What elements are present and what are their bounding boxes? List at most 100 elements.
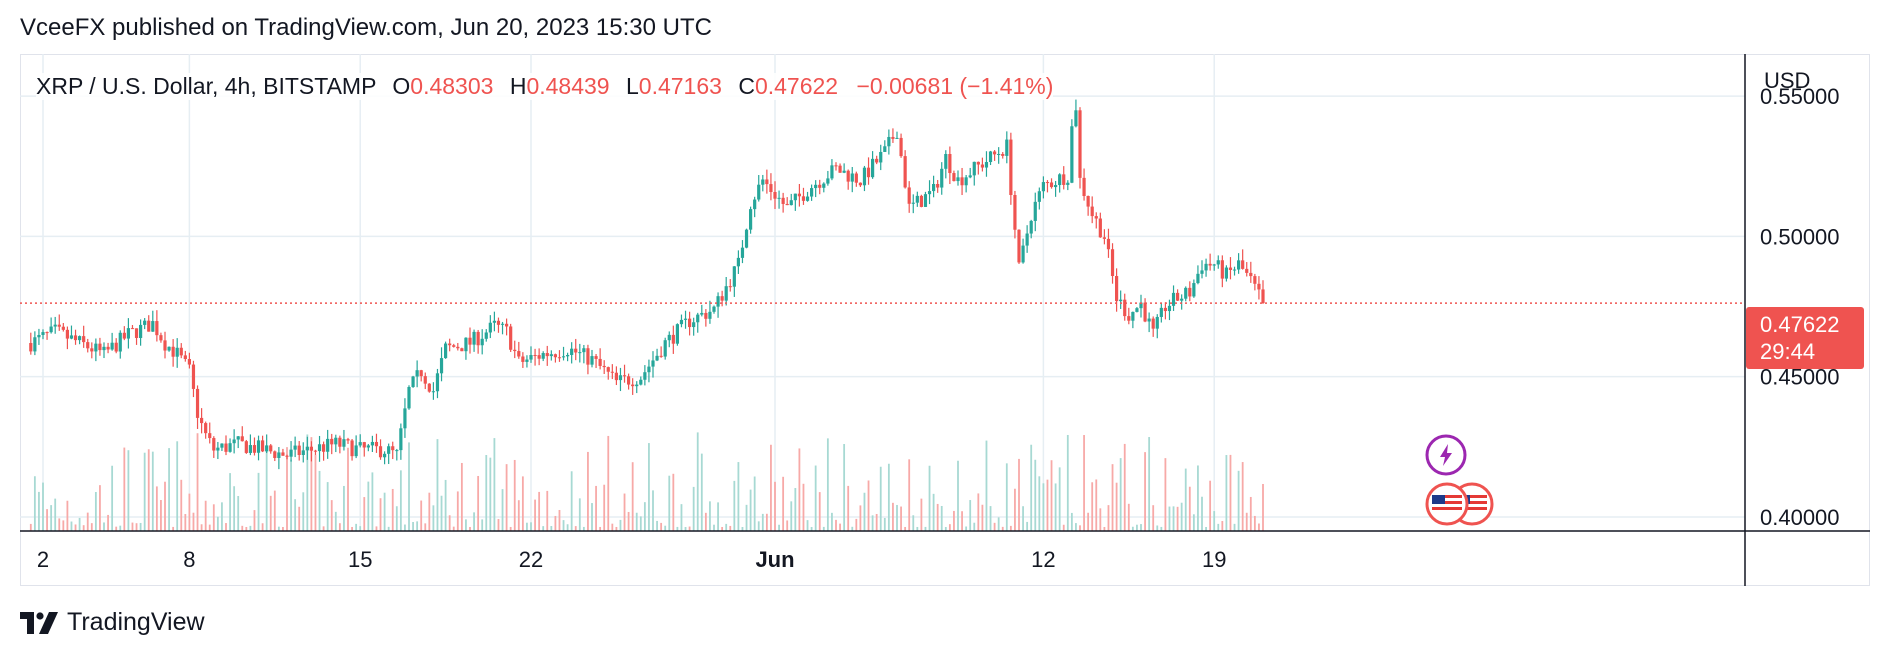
- candle-body: [444, 343, 448, 359]
- candle-body: [309, 446, 313, 451]
- volume-bar: [363, 497, 366, 531]
- volume-bar: [265, 446, 268, 531]
- candle-body: [480, 338, 484, 346]
- volume-bar: [432, 505, 435, 531]
- volume-bar: [107, 514, 109, 531]
- candle-body: [301, 450, 305, 455]
- volume-bar: [932, 493, 935, 531]
- volume-bar: [465, 519, 467, 531]
- candle-body: [1151, 318, 1155, 329]
- volume-bar: [676, 526, 679, 531]
- candle-body: [533, 355, 537, 357]
- candle-body: [944, 154, 948, 169]
- candle-body: [810, 188, 814, 197]
- candle-body: [326, 438, 330, 452]
- candle-body: [793, 193, 797, 201]
- symbol-title[interactable]: XRP / U.S. Dollar, 4h, BITSTAMP: [36, 73, 377, 99]
- volume-bar: [1152, 505, 1155, 531]
- candle-body: [688, 318, 692, 328]
- candle-body: [598, 358, 602, 366]
- high-value: 0.48439: [526, 73, 610, 99]
- candle-body: [883, 146, 887, 152]
- volume-bar: [1172, 506, 1175, 531]
- candle-body: [313, 450, 318, 452]
- candle-body: [1058, 174, 1062, 186]
- volume-bar: [1103, 526, 1106, 531]
- volume-bar: [749, 489, 752, 531]
- volume-bar: [347, 447, 349, 531]
- candle-body: [167, 346, 171, 351]
- volume-bar: [58, 518, 61, 531]
- candle-body: [1074, 110, 1078, 127]
- change-value: −0.00681 (−1.41%): [856, 73, 1054, 99]
- price-tick-label: 0.40000: [1760, 505, 1840, 530]
- time-axis[interactable]: 2 8 15 22 Jun 12 19: [37, 547, 1227, 572]
- volume-bar: [1168, 506, 1171, 531]
- candle-body: [1062, 174, 1066, 185]
- volume-bar: [517, 500, 520, 531]
- candle-body: [541, 353, 545, 359]
- volume-bar: [1075, 523, 1077, 531]
- date-tick-label: 2: [37, 547, 49, 572]
- candle-body: [1102, 237, 1106, 239]
- volume-bar: [843, 444, 846, 531]
- candle-body: [69, 335, 74, 339]
- candle-body: [171, 346, 175, 357]
- candle-body: [37, 334, 41, 338]
- candle-body: [1045, 182, 1050, 184]
- candle-body: [411, 376, 415, 388]
- candle-body: [1025, 233, 1029, 246]
- volume-bar: [765, 513, 768, 531]
- volume-bar: [745, 504, 748, 531]
- volume-bar: [1225, 455, 1228, 531]
- last-price-value: 0.47622: [1760, 312, 1840, 337]
- volume-bar: [395, 506, 398, 531]
- chart-frame[interactable]: [20, 54, 1870, 586]
- volume-bars: [29, 432, 1264, 531]
- volume-bar: [912, 515, 915, 531]
- candle-body: [456, 346, 460, 349]
- volume-bar: [481, 519, 484, 531]
- candle-body: [464, 337, 468, 352]
- volume-bar: [619, 519, 622, 531]
- volume-bar: [855, 518, 858, 531]
- volume-bar: [684, 526, 687, 531]
- candle-body: [1110, 249, 1115, 276]
- candle-body: [281, 452, 285, 456]
- candle-body: [671, 334, 675, 344]
- candle-body: [216, 447, 220, 451]
- volume-bar: [99, 485, 101, 531]
- volume-bar: [127, 450, 130, 531]
- candle-body: [265, 445, 269, 452]
- volume-bar: [424, 523, 427, 531]
- volume-bar: [892, 502, 894, 531]
- candle-body: [1082, 177, 1086, 197]
- candle-body: [993, 151, 997, 155]
- candle-body: [1237, 260, 1241, 270]
- volume-bar: [737, 462, 740, 531]
- candle-body: [586, 348, 590, 365]
- candle-body: [155, 321, 159, 336]
- volume-bar: [1099, 508, 1102, 531]
- volume-bar: [343, 485, 345, 531]
- date-tick-label: 22: [519, 547, 543, 572]
- event-markers[interactable]: [1425, 434, 1494, 526]
- open-value: 0.48303: [410, 73, 494, 99]
- candle-body: [126, 328, 130, 339]
- volume-bar: [818, 492, 821, 531]
- currency-label[interactable]: USD: [1764, 68, 1811, 93]
- candle-body: [866, 167, 871, 178]
- candle-body: [248, 445, 252, 453]
- volume-bar: [900, 506, 902, 531]
- candle-body: [761, 179, 765, 185]
- volume-bar: [322, 526, 325, 531]
- lightning-icon[interactable]: [1425, 434, 1467, 476]
- candle-body: [1049, 182, 1054, 188]
- candle-body: [122, 332, 126, 339]
- candle-body: [1245, 268, 1249, 273]
- tradingview-brand[interactable]: TradingView: [20, 608, 205, 637]
- candle-body: [53, 324, 57, 327]
- us-flag-icon[interactable]: [1425, 482, 1469, 526]
